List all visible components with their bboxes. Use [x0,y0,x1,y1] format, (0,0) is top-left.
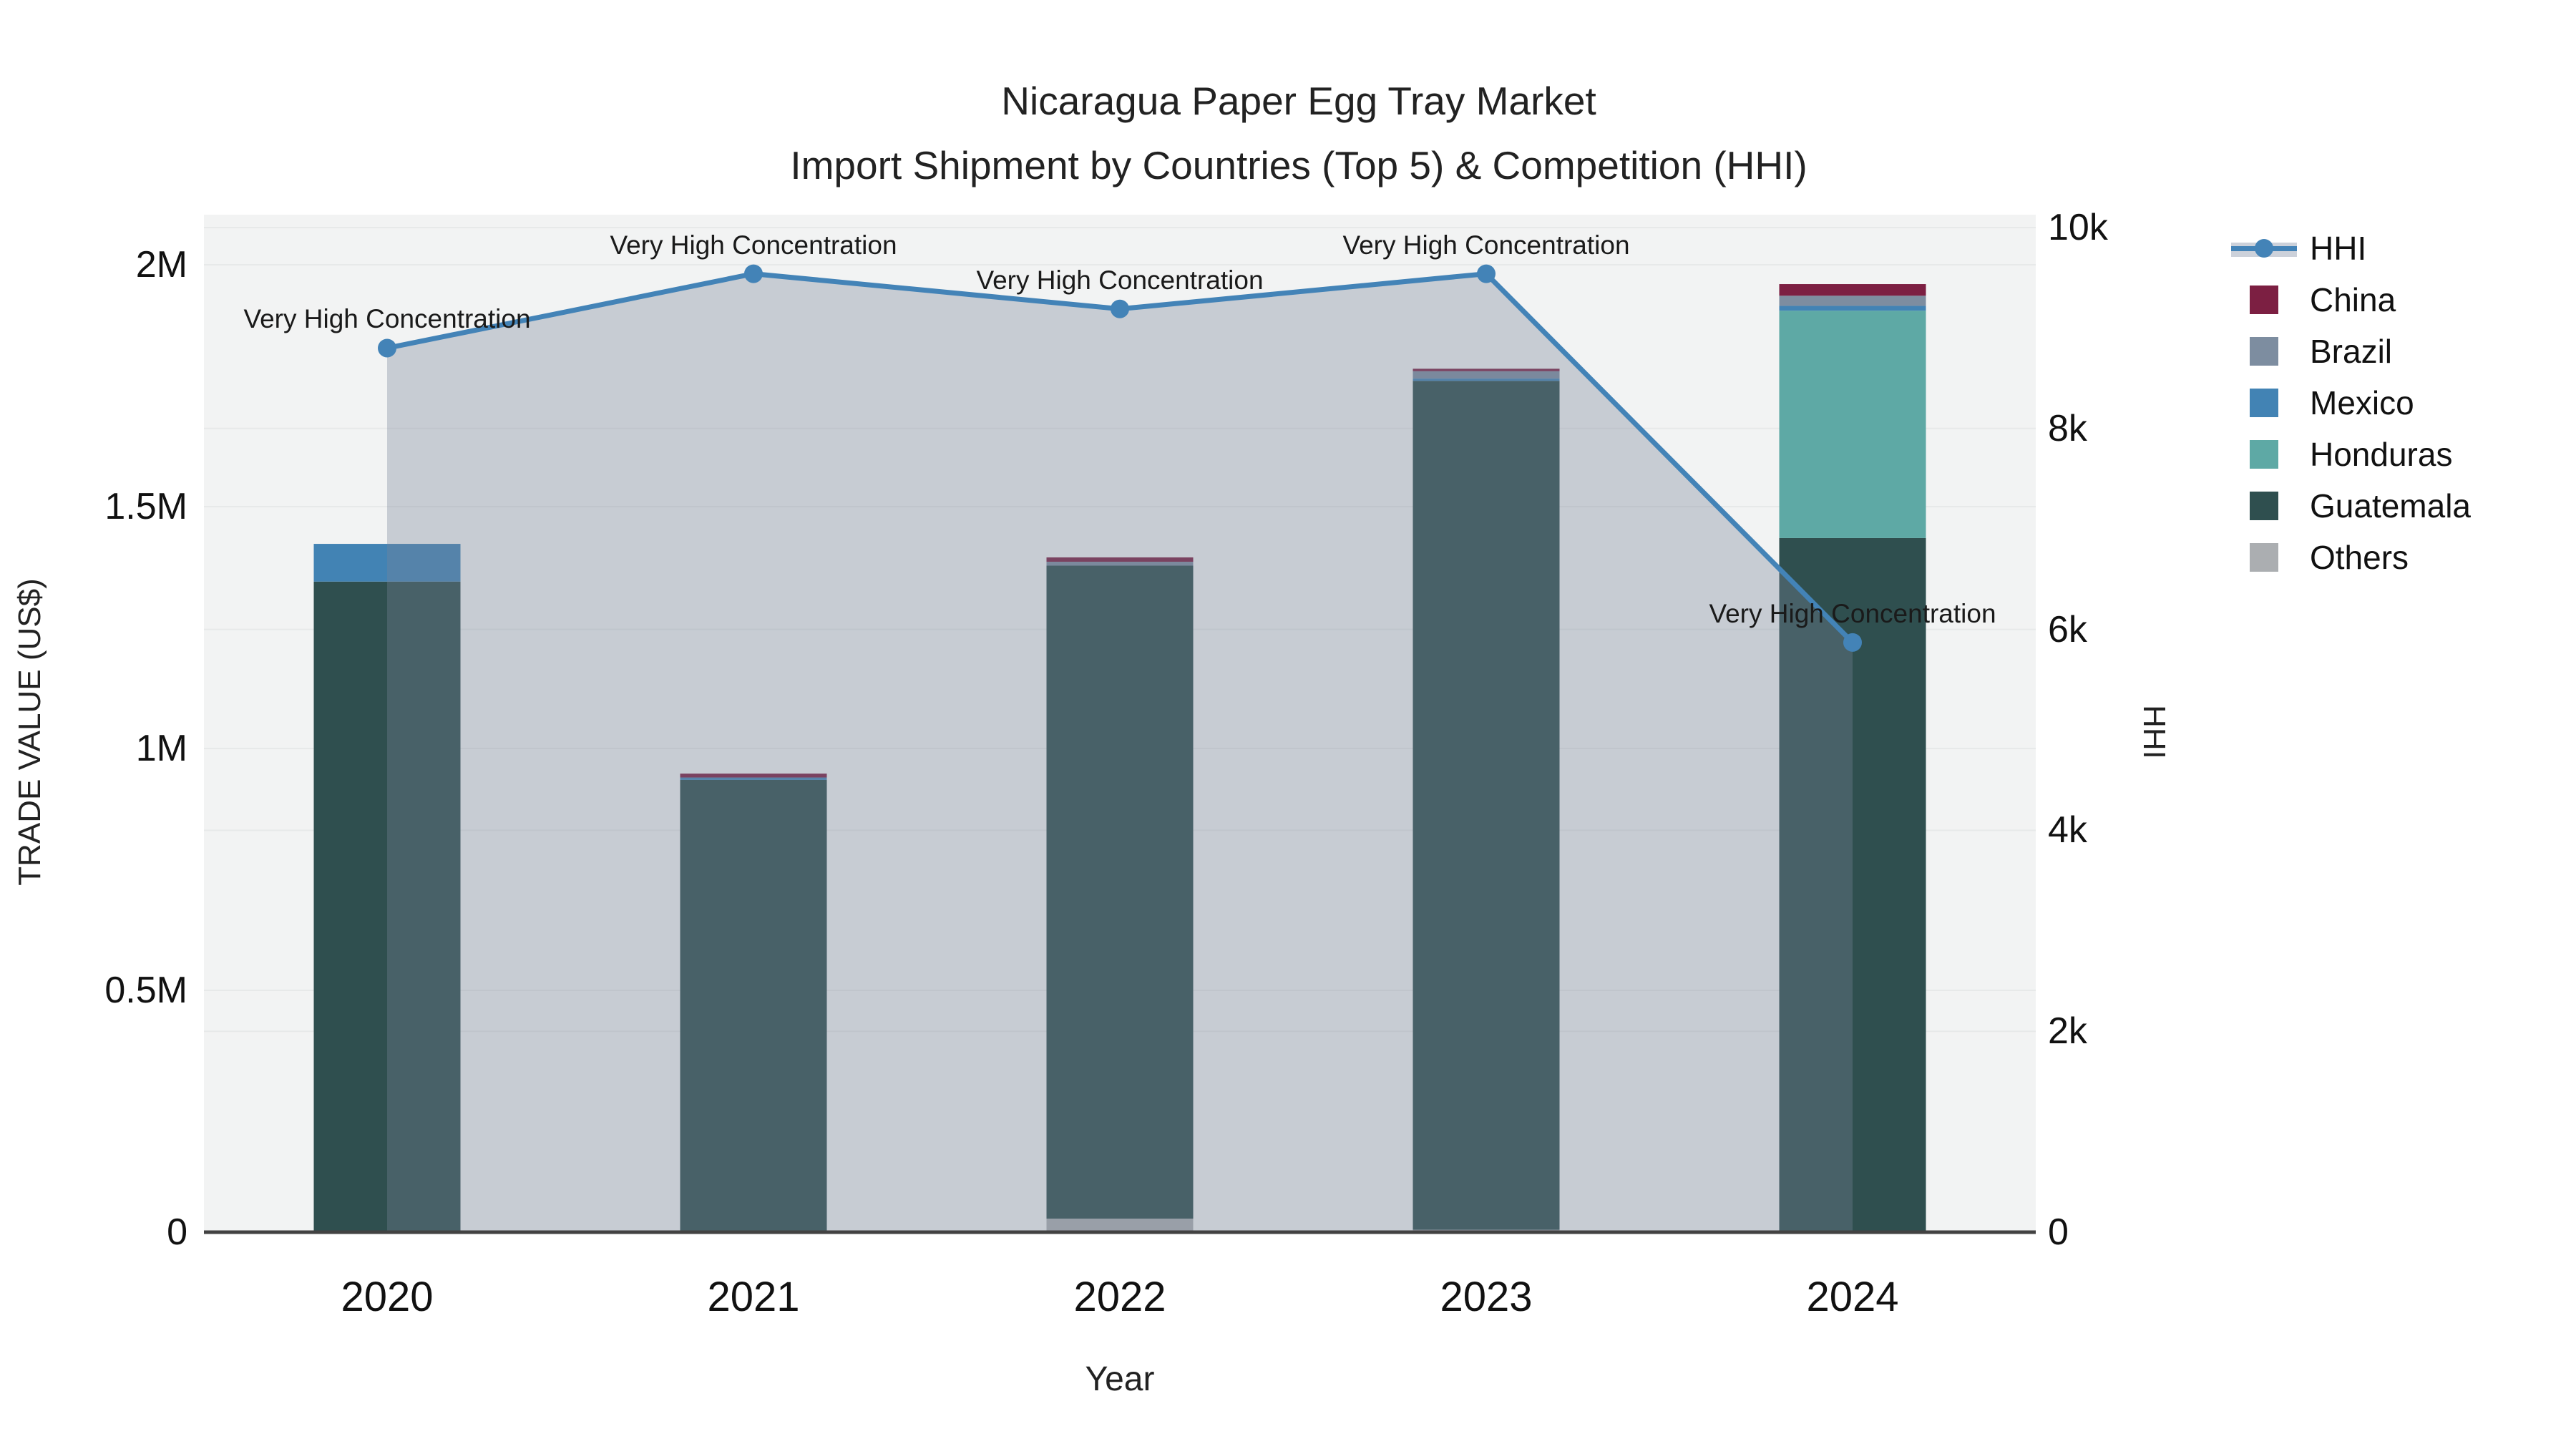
bar-segment-china-2024 [1779,284,1926,296]
bar-segment-others-2022 [1046,1219,1194,1232]
y-right-tick-0: 0 [2048,1211,2069,1253]
hhi-marker-2021 [744,264,763,283]
bar-segment-brazil-2023 [1413,371,1560,379]
bar-segment-guatemala-2020 [313,581,461,1232]
bar-segment-china-2021 [680,774,827,778]
legend-item-guatemala[interactable]: Guatemala [2231,480,2471,532]
hhi-area-fill [387,273,1853,1233]
legend-item-hhi[interactable]: HHI [2231,223,2471,274]
color-swatch-icon [2231,542,2297,573]
bar-segment-guatemala-2021 [680,779,827,1232]
y-right-tick-8k: 8k [2048,407,2087,449]
color-swatch-icon [2231,387,2297,419]
y-left-axis-title: TRADE VALUE (US$) [12,578,47,886]
legend-label: Others [2310,539,2409,576]
y-left-tick-1M: 1M [135,728,187,769]
bar-segment-brazil-2024 [1779,296,1926,306]
y-right-tick-10k: 10k [2048,207,2108,248]
hhi-marker-2024 [1843,633,1862,652]
legend-label: HHI [2310,230,2367,267]
legend-item-others[interactable]: Others [2231,532,2471,583]
chart-title: Nicaragua Paper Egg Tray Market Import S… [204,69,2394,197]
legend-item-honduras[interactable]: Honduras [2231,429,2471,480]
y-right-tick-6k: 6k [2048,608,2087,650]
legend-label: Honduras [2310,436,2453,473]
hhi-line-swatch-icon [2231,233,2297,264]
color-swatch-icon [2231,490,2297,522]
color-swatch-icon [2231,284,2297,316]
annotation-2023: Very High Concentration [1342,230,1630,260]
bar-segment-guatemala-2023 [1413,381,1560,1230]
x-tick-2024: 2024 [1806,1274,1899,1320]
hhi-marker-2020 [378,338,396,358]
legend-label: Mexico [2310,384,2414,421]
color-swatch-icon [2231,336,2297,367]
y-left-tick-0: 0 [167,1211,187,1253]
legend-label: Guatemala [2310,487,2472,525]
chart-title-line2: Import Shipment by Countries (Top 5) & C… [790,143,1807,187]
x-axis-title: Year [1085,1360,1155,1398]
annotation-2020: Very High Concentration [243,304,531,334]
x-tick-2021: 2021 [707,1274,800,1320]
hhi-marker-2023 [1477,264,1496,283]
annotation-2024: Very High Concentration [1709,598,1996,628]
bar-segment-china-2023 [1413,369,1560,371]
chart-title-line1: Nicaragua Paper Egg Tray Market [1001,79,1596,123]
y-right-tick-4k: 4k [2048,809,2087,852]
x-tick-2022: 2022 [1073,1274,1166,1320]
bar-segment-mexico-2024 [1779,306,1926,311]
bar-segment-mexico-2020 [313,544,461,582]
legend-label: Brazil [2310,333,2393,370]
legend: HHI China Brazil Mexico Honduras Guatemala Oth… [2231,223,2471,583]
y-left-tick-2M: 2M [135,244,187,286]
bar-segment-honduras-2024 [1779,311,1926,538]
y-right-tick-2k: 2k [2048,1010,2087,1053]
x-tick-2023: 2023 [1440,1274,1533,1320]
annotation-2022: Very High Concentration [976,265,1264,295]
y-left-tick-0.5M: 0.5M [104,970,187,1011]
annotation-2021: Very High Concentration [610,230,897,260]
bar-segment-mexico-2023 [1413,378,1560,381]
bar-segment-guatemala-2024 [1779,537,1926,1232]
legend-item-china[interactable]: China [2231,274,2471,326]
bar-segment-mexico-2021 [680,777,827,780]
bar-segment-brazil-2022 [1046,562,1194,566]
color-swatch-icon [2231,439,2297,470]
bar-segment-guatemala-2022 [1046,565,1194,1219]
legend-item-mexico[interactable]: Mexico [2231,377,2471,429]
y-left-tick-1.5M: 1.5M [104,486,187,527]
y-right-axis-title: HHI [2137,705,2172,759]
hhi-marker-2022 [1111,299,1129,318]
legend-item-brazil[interactable]: Brazil [2231,326,2471,377]
x-tick-2020: 2020 [341,1274,434,1320]
bar-segment-china-2022 [1046,557,1194,562]
legend-label: China [2310,281,2396,318]
